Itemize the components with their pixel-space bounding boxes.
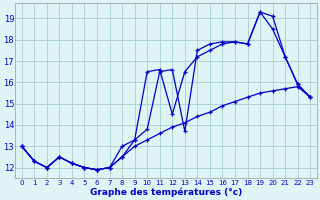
X-axis label: Graphe des températures (°c): Graphe des températures (°c) [90,187,242,197]
